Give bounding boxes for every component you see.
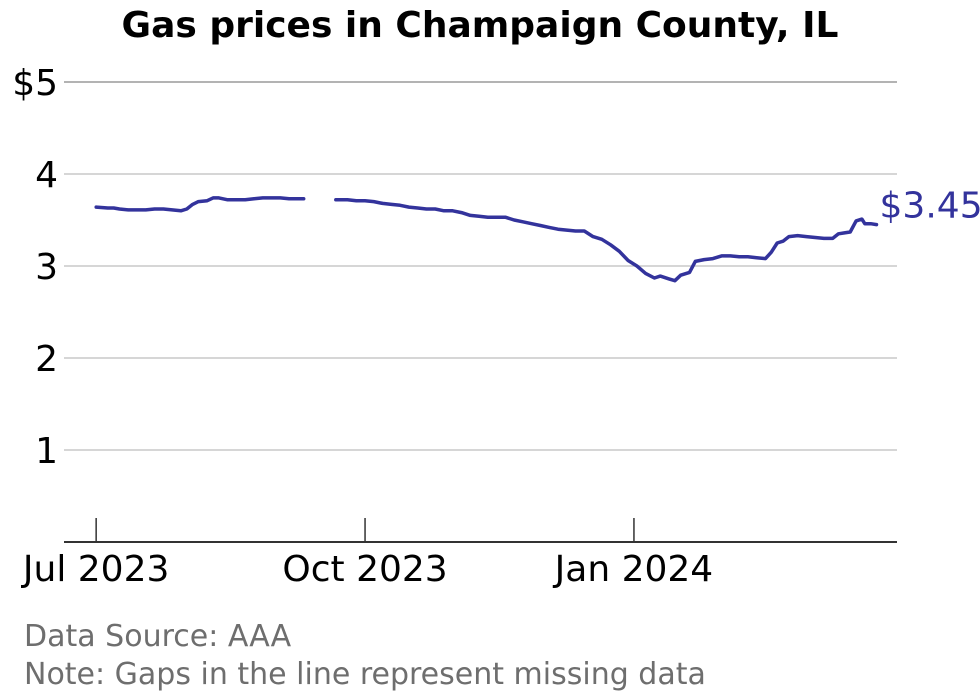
- y-tick-label: 3: [35, 247, 58, 288]
- chart-title: Gas prices in Champaign County, IL: [122, 5, 839, 46]
- y-tick-label: 1: [35, 431, 58, 472]
- x-axis-ticks: Jul 2023 Oct 2023 Jan 2024: [21, 518, 713, 590]
- price-line-segment: [334, 198, 879, 283]
- x-tick-label: Jul 2023: [21, 549, 170, 590]
- latest-price-label: $3.45: [880, 186, 980, 227]
- x-tick-label: Jan 2024: [553, 549, 714, 590]
- data-source-note: Data Source: AAA: [24, 619, 292, 654]
- price-line-segment: [94, 196, 306, 213]
- price-line: [94, 196, 879, 283]
- y-axis-ticks: 1 2 3 4 $5: [12, 63, 58, 472]
- y-tick-label: 2: [35, 339, 58, 380]
- missing-data-note: Note: Gaps in the line represent missing…: [24, 657, 706, 692]
- y-tick-label: $5: [12, 63, 58, 104]
- y-tick-label: 4: [35, 155, 58, 196]
- x-tick-label: Oct 2023: [282, 549, 447, 590]
- gridlines: [64, 81, 897, 451]
